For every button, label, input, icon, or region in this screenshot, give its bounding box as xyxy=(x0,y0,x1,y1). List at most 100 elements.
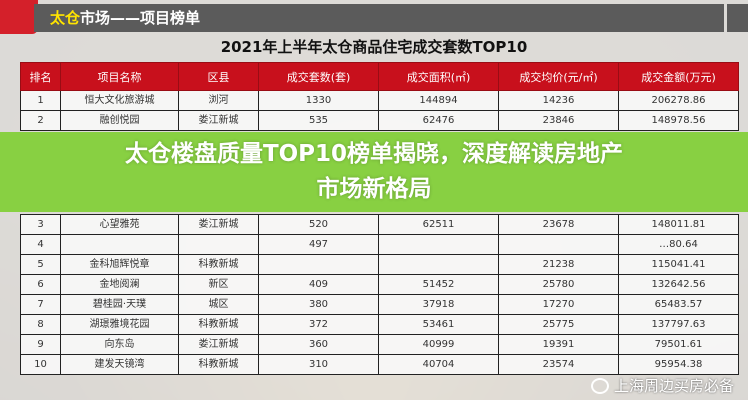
table-cell: 372 xyxy=(258,314,379,335)
table-cell: 金科旭辉悦章 xyxy=(60,254,179,275)
table-cell: …80.64 xyxy=(618,234,739,255)
table-cell xyxy=(258,254,379,275)
table-cell: 心望雅苑 xyxy=(60,214,179,235)
table-cell: 湖璟雅境花园 xyxy=(60,314,179,335)
table-cell: 9 xyxy=(20,334,61,355)
table-cell: 65483.57 xyxy=(618,294,739,315)
table-row: 4 497 …80.64 xyxy=(20,234,739,255)
table-cell: 娄江新城 xyxy=(178,214,259,235)
table-cell: 浏河 xyxy=(178,90,259,111)
table-cell: 25780 xyxy=(498,274,619,295)
table-cell xyxy=(498,234,619,255)
ranking-table: 排名 项目名称 区县 成交套数(套) 成交面积(㎡) 成交均价(元/㎡) 成交金额(万元) … xyxy=(20,62,739,375)
slide-title: 太仓市场——项目榜单 xyxy=(50,7,200,29)
column-header: 排名 xyxy=(20,62,61,91)
table-cell: 娄江新城 xyxy=(178,110,259,131)
table-row: 7 碧桂园·天璞 城区 380 37918 17270 65483.57 xyxy=(20,294,739,315)
column-header: 成交金额(万元) xyxy=(618,62,739,91)
table-cell: 科教新城 xyxy=(178,354,259,375)
table-cell xyxy=(378,254,499,275)
table-cell: 城区 xyxy=(178,294,259,315)
table-cell: 7 xyxy=(20,294,61,315)
table-row: 1 恒大文化旅游城 浏河 1330 144894 14236 206278.86 xyxy=(20,90,739,111)
table-row: 3 心望雅苑 娄江新城 520 62511 23678 148011.81 xyxy=(20,214,739,235)
table-cell: 40704 xyxy=(378,354,499,375)
table-cell: 206278.86 xyxy=(618,90,739,111)
table-cell: 360 xyxy=(258,334,379,355)
column-header: 区县 xyxy=(178,62,259,91)
table-cell: 1 xyxy=(20,90,61,111)
table-cell: 4 xyxy=(20,234,61,255)
table-cell xyxy=(378,234,499,255)
table-cell: 1330 xyxy=(258,90,379,111)
top-bar-end xyxy=(727,4,748,32)
table-cell: 新区 xyxy=(178,274,259,295)
table-cell: 37918 xyxy=(378,294,499,315)
column-header: 成交面积(㎡) xyxy=(378,62,499,91)
table-cell: 23846 xyxy=(498,110,619,131)
watermark: 上海周边买房必备 xyxy=(590,376,734,396)
table-cell: 23574 xyxy=(498,354,619,375)
table-cell: 科教新城 xyxy=(178,254,259,275)
table-cell: 95954.38 xyxy=(618,354,739,375)
table-row: 6 金地阅澜 新区 409 51452 25780 132642.56 xyxy=(20,274,739,295)
table-cell: 金地阅澜 xyxy=(60,274,179,295)
table-cell: 6 xyxy=(20,274,61,295)
column-header: 成交套数(套) xyxy=(258,62,379,91)
headline-line-1: 太仓楼盘质量TOP10榜单揭晓，深度解读房地产 xyxy=(124,141,624,167)
table-cell: 62511 xyxy=(378,214,499,235)
table-header-row: 排名 项目名称 区县 成交套数(套) 成交面积(㎡) 成交均价(元/㎡) 成交金额(万元) xyxy=(20,62,739,91)
table-cell: 148978.56 xyxy=(618,110,739,131)
table-cell: 497 xyxy=(258,234,379,255)
table-cell: 5 xyxy=(20,254,61,275)
table-cell: 535 xyxy=(258,110,379,131)
table-cell: 建发天镜湾 xyxy=(60,354,179,375)
wechat-icon xyxy=(590,378,609,394)
table-cell: 62476 xyxy=(378,110,499,131)
watermark-text: 上海周边买房必备 xyxy=(613,377,734,395)
table-cell: 科教新城 xyxy=(178,314,259,335)
column-header: 成交均价(元/㎡) xyxy=(498,62,619,91)
slide-title-highlight: 太仓 xyxy=(50,9,81,27)
table-row: 10 建发天镜湾 科教新城 310 40704 23574 95954.38 xyxy=(20,354,739,375)
red-tab xyxy=(0,0,38,34)
table-cell: 2 xyxy=(20,110,61,131)
table-row: 8 湖璟雅境花园 科教新城 372 53461 25775 137797.63 xyxy=(20,314,739,335)
table-cell: 380 xyxy=(258,294,379,315)
table-cell: 115041.41 xyxy=(618,254,739,275)
table-row: 9 向东岛 娄江新城 360 40999 19391 79501.61 xyxy=(20,334,739,355)
top-bar xyxy=(34,4,724,32)
table-row: 5 金科旭辉悦章 科教新城 21238 115041.41 xyxy=(20,254,739,275)
table-cell: 51452 xyxy=(378,274,499,295)
table-cell: 19391 xyxy=(498,334,619,355)
table-cell: 17270 xyxy=(498,294,619,315)
table-cell: 融创悦园 xyxy=(60,110,179,131)
table-cell: 向东岛 xyxy=(60,334,179,355)
table-cell: 8 xyxy=(20,314,61,335)
headline-line-2: 市场新格局 xyxy=(316,176,432,202)
table-cell: 碧桂园·天璞 xyxy=(60,294,179,315)
table-cell: 21238 xyxy=(498,254,619,275)
table-cell: 3 xyxy=(20,214,61,235)
headline-banner: 太仓楼盘质量TOP10榜单揭晓，深度解读房地产 市场新格局 xyxy=(0,132,748,212)
table-cell: 53461 xyxy=(378,314,499,335)
table-caption: 2021年上半年太仓商品住宅成交套数TOP10 xyxy=(220,38,528,56)
table-cell: 25775 xyxy=(498,314,619,335)
table-cell xyxy=(60,234,179,255)
table-cell: 14236 xyxy=(498,90,619,111)
table-cell: 23678 xyxy=(498,214,619,235)
table-cell: 310 xyxy=(258,354,379,375)
table-cell: 10 xyxy=(20,354,61,375)
table-cell: 144894 xyxy=(378,90,499,111)
table-cell: 娄江新城 xyxy=(178,334,259,355)
table-cell: 40999 xyxy=(378,334,499,355)
table-cell: 148011.81 xyxy=(618,214,739,235)
table-cell: 恒大文化旅游城 xyxy=(60,90,179,111)
column-header: 项目名称 xyxy=(60,62,179,91)
table-cell: 137797.63 xyxy=(618,314,739,335)
table-cell xyxy=(178,234,259,255)
slide-title-rest: 市场——项目榜单 xyxy=(80,9,201,27)
table-cell: 79501.61 xyxy=(618,334,739,355)
table-cell: 520 xyxy=(258,214,379,235)
table-cell: 409 xyxy=(258,274,379,295)
